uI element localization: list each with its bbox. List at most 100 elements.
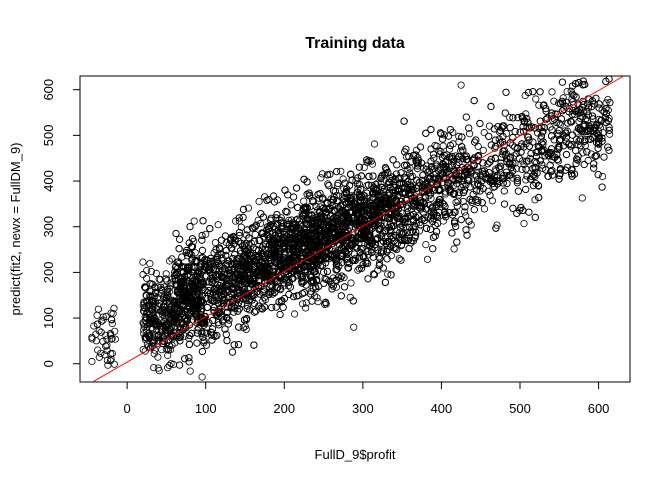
data-point	[253, 288, 261, 296]
data-point	[493, 221, 501, 229]
data-point	[554, 131, 563, 139]
data-point	[600, 108, 608, 116]
data-point	[535, 101, 543, 109]
data-point	[605, 123, 613, 132]
data-point	[236, 247, 245, 255]
data-point	[221, 232, 229, 240]
points-layer	[88, 75, 614, 381]
data-point	[511, 143, 519, 151]
data-point	[255, 198, 263, 206]
data-point	[400, 234, 408, 242]
data-point	[605, 130, 614, 138]
data-point	[88, 335, 96, 343]
data-point	[140, 322, 148, 331]
data-point	[435, 196, 443, 204]
data-point	[347, 279, 355, 287]
data-point	[532, 180, 540, 188]
data-point	[512, 165, 520, 173]
data-point	[235, 217, 243, 225]
data-point	[531, 157, 539, 166]
data-point	[269, 290, 277, 298]
data-point	[532, 153, 541, 161]
data-point	[478, 167, 486, 175]
data-point	[176, 361, 184, 369]
data-point	[522, 176, 530, 184]
data-point	[191, 249, 199, 257]
data-point	[140, 304, 148, 312]
data-point	[513, 179, 522, 187]
data-point	[102, 342, 110, 350]
data-point	[457, 216, 465, 224]
data-point	[604, 143, 612, 151]
data-point	[274, 221, 282, 229]
data-point	[412, 228, 420, 236]
data-point	[312, 255, 320, 264]
data-point	[260, 294, 268, 302]
data-point	[542, 116, 550, 124]
data-point	[567, 118, 576, 126]
data-point	[387, 176, 396, 185]
data-point	[162, 270, 170, 278]
data-point	[235, 231, 243, 240]
data-point	[174, 304, 182, 312]
data-point	[500, 187, 508, 195]
data-point	[344, 264, 353, 272]
data-point	[345, 248, 353, 256]
data-point	[589, 115, 597, 123]
data-point	[103, 335, 111, 343]
data-point	[480, 129, 488, 137]
data-point	[150, 350, 158, 358]
data-point	[168, 255, 176, 263]
data-point	[320, 279, 328, 287]
data-point	[416, 143, 425, 151]
data-point	[578, 194, 586, 202]
data-point	[497, 159, 505, 167]
data-point	[164, 291, 172, 299]
data-point	[369, 253, 377, 261]
data-point	[574, 156, 582, 164]
data-point	[239, 213, 247, 221]
chart-title: Training data	[305, 35, 405, 52]
data-point	[147, 280, 155, 288]
data-point	[485, 132, 493, 140]
data-point	[95, 327, 103, 335]
data-point	[269, 192, 278, 200]
data-point	[427, 163, 436, 171]
data-point	[430, 154, 438, 162]
data-point	[358, 244, 366, 253]
data-point	[176, 333, 184, 342]
data-point	[395, 229, 403, 237]
data-point	[459, 197, 467, 206]
data-point	[162, 326, 170, 334]
data-point	[479, 146, 487, 154]
data-point	[186, 223, 194, 231]
data-point	[473, 180, 482, 188]
data-point	[330, 214, 338, 222]
data-point	[106, 329, 115, 338]
data-point	[147, 296, 155, 304]
data-point	[410, 202, 418, 211]
data-point	[158, 346, 166, 354]
data-point	[465, 174, 473, 182]
data-point	[449, 175, 457, 183]
data-point	[426, 225, 435, 233]
data-point	[141, 283, 150, 291]
data-point	[398, 189, 406, 197]
data-point	[186, 367, 194, 375]
data-point	[363, 158, 371, 166]
data-point	[383, 255, 391, 263]
data-point	[157, 283, 165, 291]
data-point	[221, 325, 229, 333]
data-point	[218, 236, 226, 244]
data-point	[440, 151, 448, 160]
data-point	[398, 230, 406, 238]
data-point	[151, 346, 159, 354]
data-point	[350, 323, 358, 331]
data-point	[524, 133, 533, 141]
data-point	[490, 125, 498, 133]
data-point	[314, 260, 322, 268]
data-point	[401, 218, 409, 226]
data-point	[150, 363, 158, 372]
data-point	[92, 337, 100, 345]
